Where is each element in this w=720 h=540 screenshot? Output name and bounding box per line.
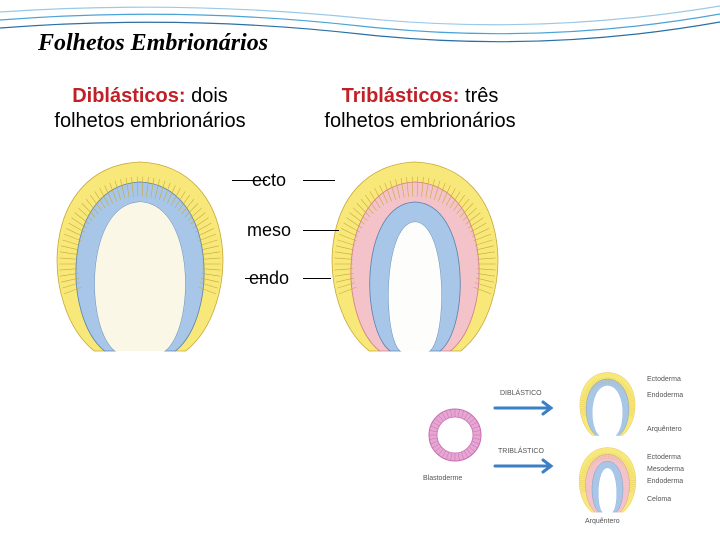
diblastic-thumb: [575, 370, 640, 440]
triblastic-small-label: TRIBLÁSTICO: [498, 448, 544, 455]
arch-small-label: Arquêntero: [647, 426, 682, 433]
arrow-icon: [493, 456, 563, 476]
bottom-thumbnails: Blastoderme DIBLÁSTICO TRIBLÁSTICO Ectod…: [425, 370, 700, 520]
label-endo: endo: [235, 268, 303, 289]
diblastic-line2: folhetos embrionários: [20, 110, 280, 133]
celoma-small-label: Celoma: [647, 496, 671, 503]
triblastic-heading: Triblásticos: três folhetos embrionários: [280, 85, 560, 133]
slide: Folhetos Embrionários Diblásticos: dois …: [0, 0, 720, 540]
endo-small-label: Endoderma: [647, 392, 683, 399]
leader-line: [303, 278, 331, 279]
diblastic-heading: Diblásticos: dois folhetos embrionários: [20, 85, 280, 133]
blastula-label: Blastoderme: [423, 475, 462, 482]
page-title: Folhetos Embrionários: [38, 30, 268, 57]
triblastic-thumb: [575, 445, 640, 517]
layer-labels: ecto meso endo: [235, 170, 335, 302]
diblastic-figure: [45, 155, 235, 370]
ecto-small-label: Ectoderma: [647, 376, 681, 383]
triblastic-term: Triblásticos:: [342, 85, 460, 107]
leader-line: [303, 230, 339, 231]
blastula-thumb: [425, 405, 485, 465]
diblastic-term: Diblásticos:: [72, 85, 185, 107]
arch-small-label2: Arquêntero: [585, 518, 620, 525]
ecto-small-label2: Ectoderma: [647, 454, 681, 461]
triblastic-figure: [320, 155, 510, 370]
meso-small-label: Mesoderma: [647, 466, 684, 473]
triblastic-rest: três: [459, 85, 498, 107]
headings-row: Diblásticos: dois folhetos embrionários …: [0, 85, 720, 133]
diblastic-small-label: DIBLÁSTICO: [500, 390, 542, 397]
label-meso: meso: [235, 220, 303, 241]
leader-line: [303, 180, 335, 181]
endo-small-label2: Endoderma: [647, 478, 683, 485]
diblastic-rest: dois: [186, 85, 228, 107]
triblastic-line2: folhetos embrionários: [280, 110, 560, 133]
arrow-icon: [493, 398, 563, 418]
label-ecto: ecto: [235, 170, 303, 191]
